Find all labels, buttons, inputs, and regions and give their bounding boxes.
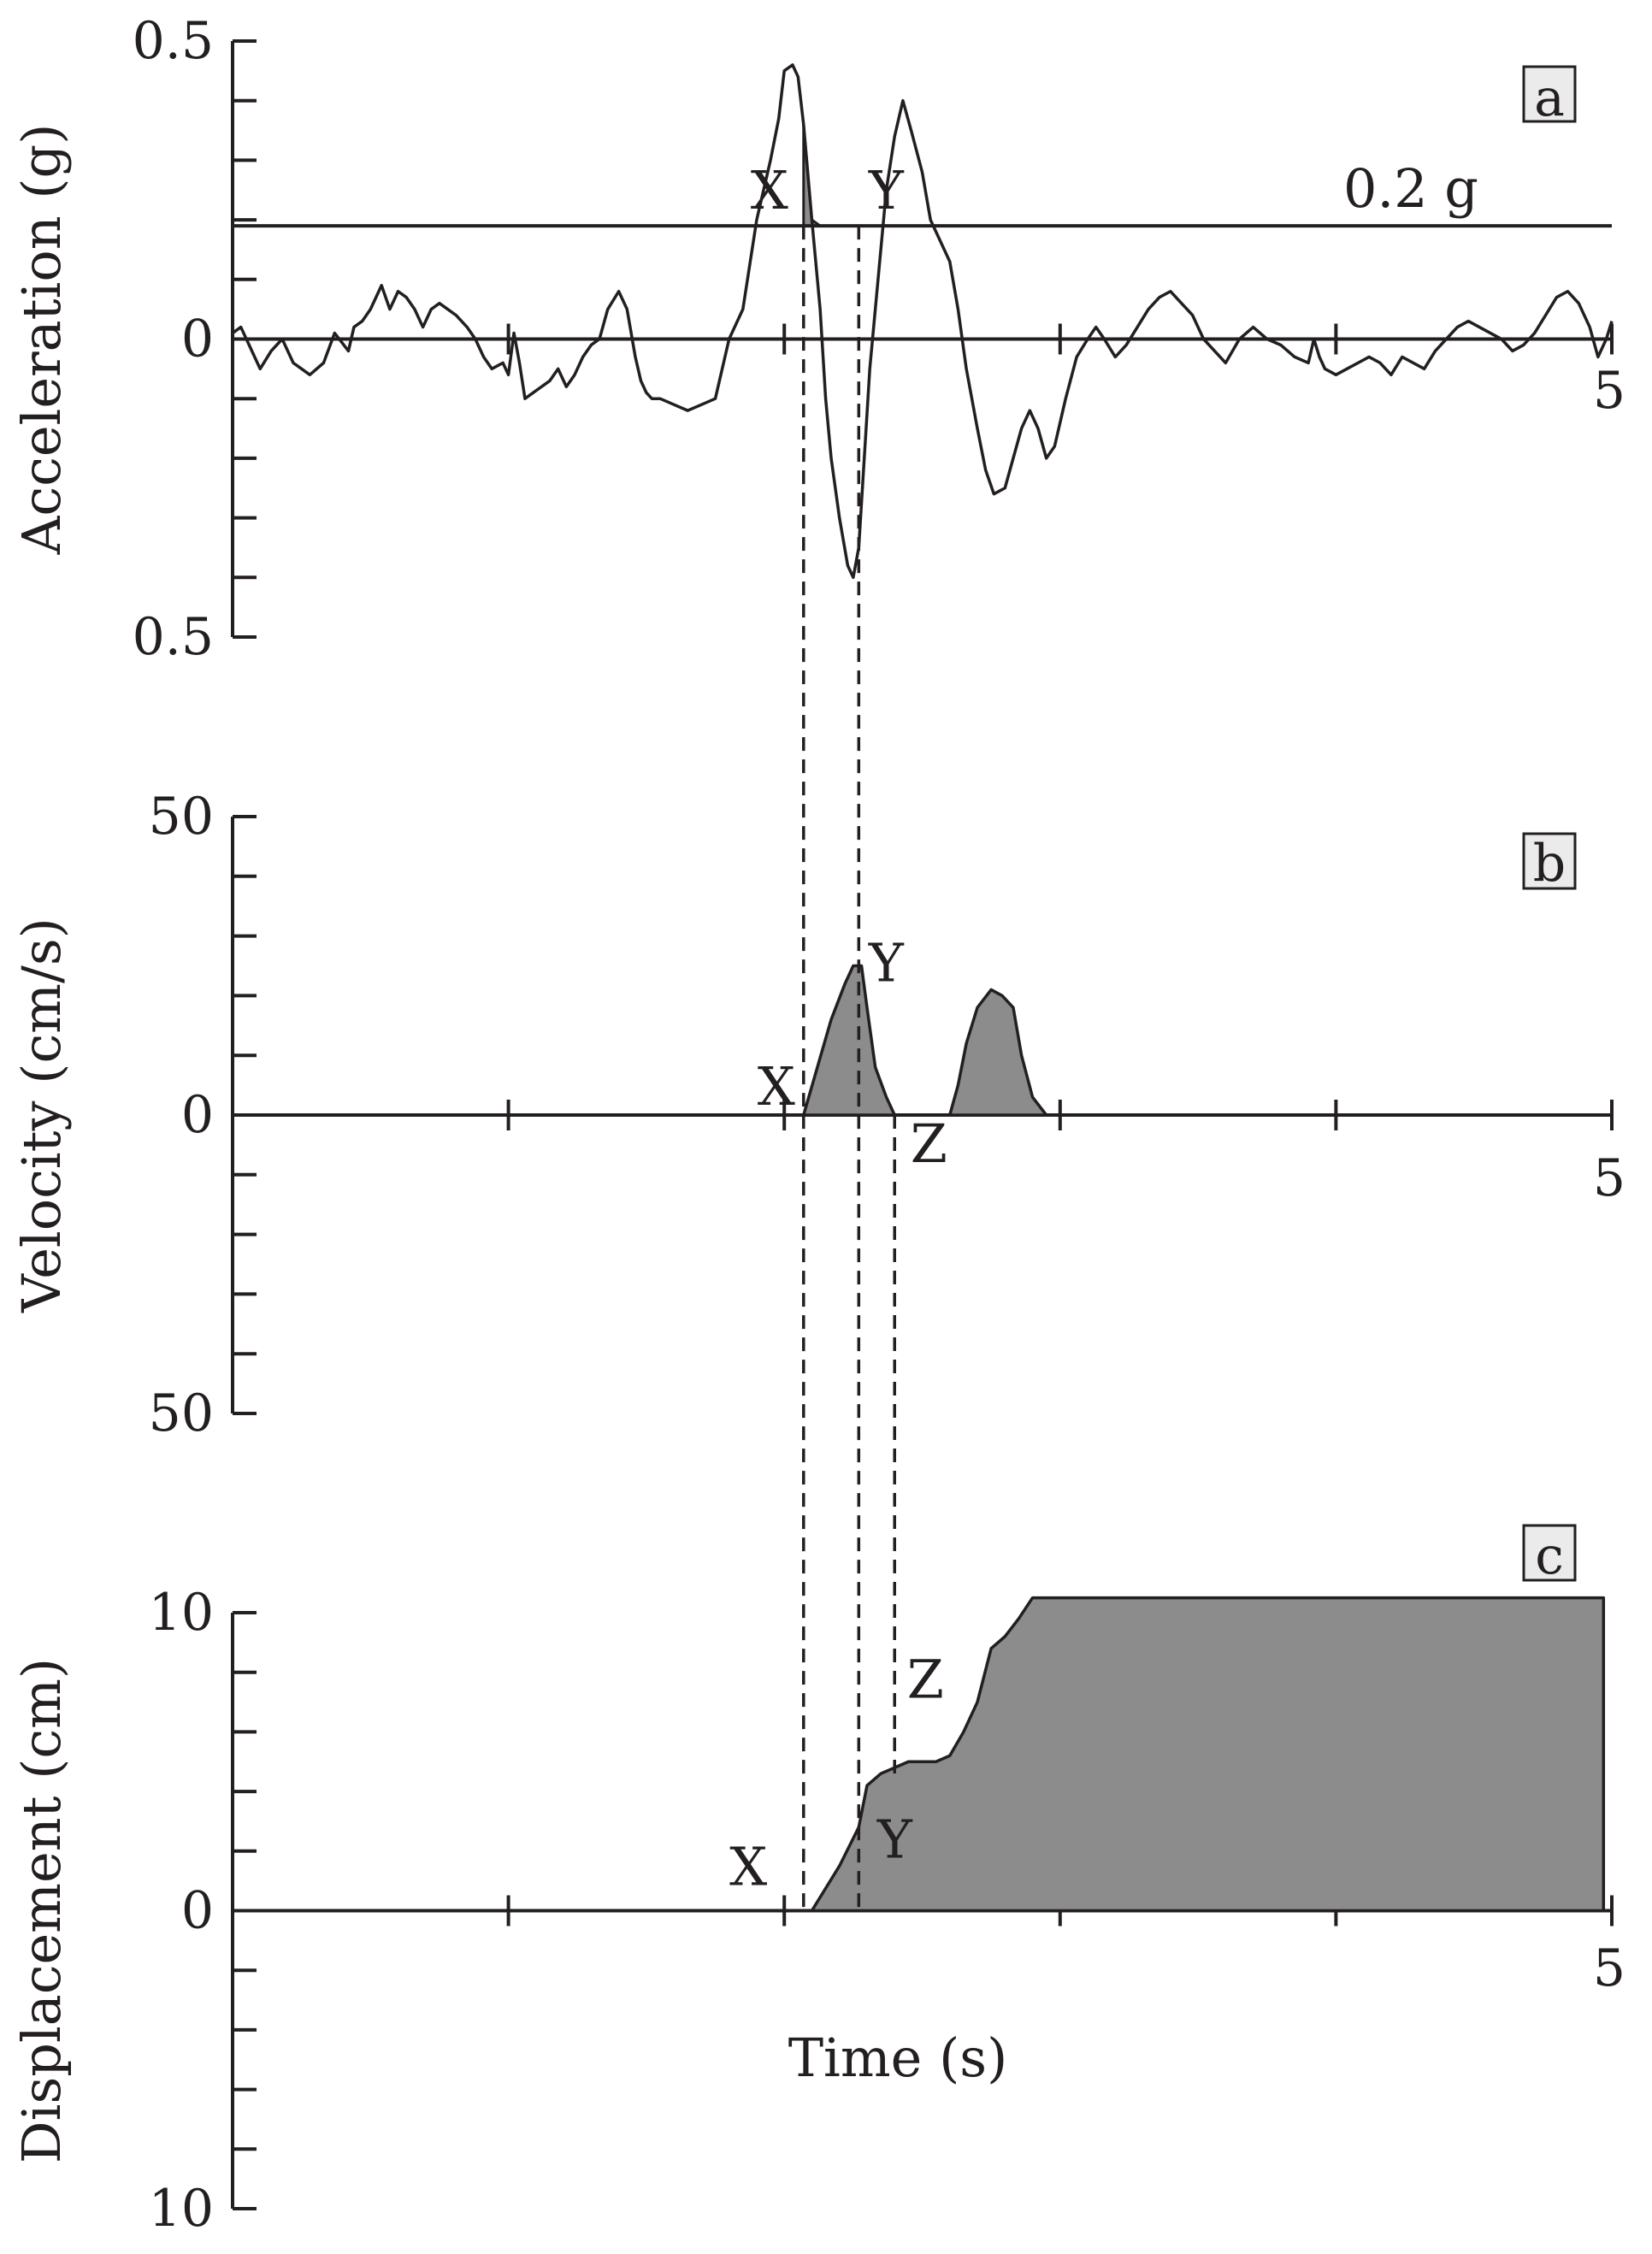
point-label-y-b: Y	[868, 932, 905, 994]
panel-badge-a	[1522, 65, 1577, 123]
panel-a-acceleration: 0.5 0 0.5 5 Acceleration (g) a 0.2 g X Y	[10, 11, 1625, 667]
point-label-y-c: Y	[876, 1808, 913, 1870]
point-label-x: X	[751, 159, 788, 221]
y-tick-label-a: 0.5	[133, 11, 214, 71]
y-tick-label-b: 50	[149, 787, 214, 847]
velocity-pulse-1	[802, 964, 896, 1117]
point-label-y: Y	[868, 159, 905, 221]
x-tick-label-b: 5	[1593, 1148, 1625, 1208]
x-axis-title: Time (s)	[788, 2027, 1008, 2089]
velocity-pulse-2	[948, 988, 1048, 1117]
vertical-guide-lines	[802, 226, 896, 1911]
threshold-label: 0.2 g	[1343, 157, 1478, 220]
y-tick-label-a: 0	[181, 310, 214, 369]
panel-letter-a: a	[1534, 68, 1565, 128]
y-tick-label-c: 10	[149, 1583, 214, 1643]
y-tick-label-b: 0	[181, 1085, 214, 1145]
acceleration-trace	[231, 63, 1614, 580]
panel-letter-c: c	[1535, 1526, 1564, 1586]
point-label-x-c: X	[729, 1836, 767, 1898]
displacement-area-1	[231, 1596, 1606, 1913]
y-tick-label-c: 0	[181, 1881, 214, 1941]
panel-c-displacement: 10 0 10 5 Displacement (cm) c X Y Z	[10, 1524, 1625, 2239]
y-tick-label-b: 50	[149, 1384, 214, 1443]
x-tick-label-c: 5	[1593, 1938, 1625, 1998]
panel-b-velocity: 50 0 50 5 Velocity (cm/s) b X Y Z	[10, 787, 1625, 1443]
y-axis-title-a: Acceleration (g)	[10, 124, 73, 556]
panel-letter-b: b	[1533, 834, 1566, 894]
x-tick-label-a: 5	[1593, 361, 1625, 421]
point-label-z-c: Z	[907, 1648, 944, 1710]
y-tick-label-a: 0.5	[133, 607, 214, 667]
panel-badge-b	[1522, 832, 1577, 890]
y-tick-label-c: 10	[149, 2179, 214, 2239]
point-label-x-b: X	[758, 1055, 795, 1118]
y-axis-title-b: Velocity (cm/s)	[10, 918, 73, 1313]
point-label-z-b: Z	[911, 1112, 947, 1175]
panel-badge-c	[1522, 1524, 1577, 1582]
y-axis-title-c: Displacement (cm)	[10, 1658, 73, 2163]
